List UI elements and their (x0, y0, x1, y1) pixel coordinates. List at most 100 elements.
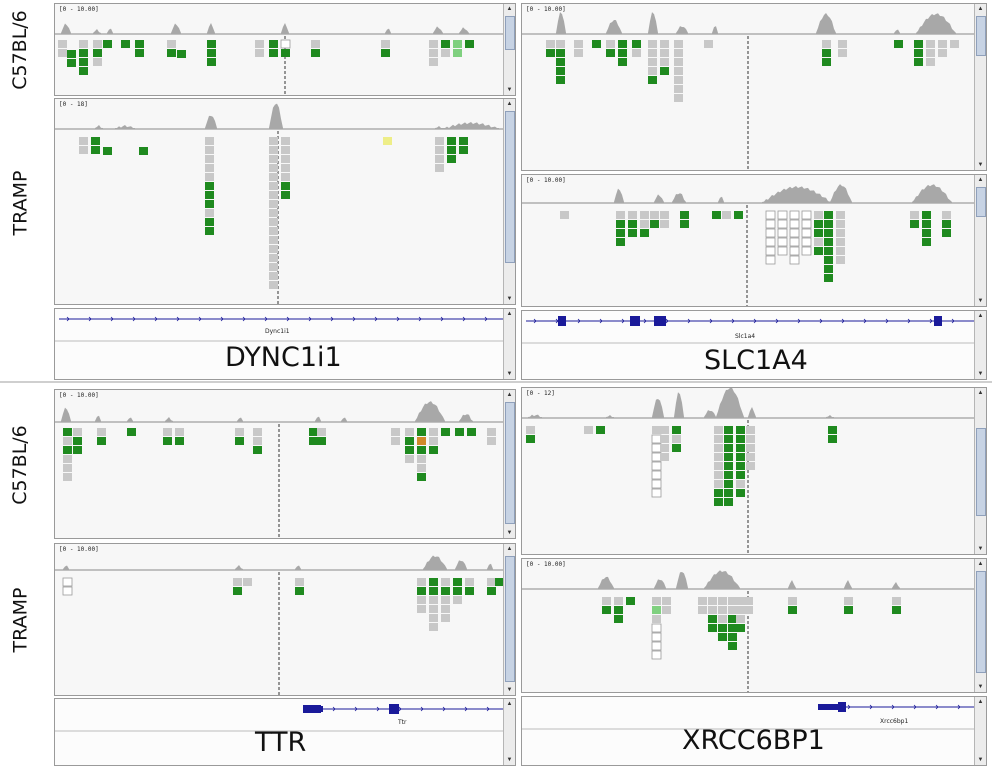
track-panel-dync1i1-c57[interactable]: [0 - 10.00] ▲ ▼ (54, 3, 516, 96)
gene-scrollbar[interactable]: ▲ ▼ (974, 697, 986, 765)
scroll-up-icon[interactable]: ▲ (506, 546, 513, 552)
strand-arrow-icon (819, 318, 823, 324)
scroll-up-icon[interactable]: ▲ (506, 701, 513, 707)
gene-scrollbar[interactable]: ▲ ▼ (503, 699, 515, 765)
read-block (728, 624, 737, 632)
scroll-thumb[interactable] (976, 187, 986, 217)
track-scrollbar[interactable]: ▲ ▼ (974, 388, 986, 554)
scroll-thumb[interactable] (505, 402, 515, 524)
scroll-up-icon[interactable]: ▲ (506, 311, 513, 317)
read-block (714, 426, 723, 434)
read-block (281, 173, 290, 181)
scroll-thumb[interactable] (505, 16, 515, 50)
gene-exon (389, 704, 399, 714)
track-scrollbar[interactable]: ▲ ▼ (974, 559, 986, 692)
read-block (801, 246, 812, 256)
read-block (167, 40, 176, 48)
read-block (556, 67, 565, 75)
scroll-down-icon[interactable]: ▼ (977, 684, 984, 690)
read-block (207, 49, 216, 57)
scroll-up-icon[interactable]: ▲ (977, 390, 984, 396)
read-block (269, 173, 278, 181)
track-scrollbar[interactable]: ▲ ▼ (503, 99, 515, 304)
read-block (435, 155, 444, 163)
scroll-down-icon[interactable]: ▼ (977, 757, 984, 763)
read-block (618, 49, 627, 57)
read-block (429, 446, 438, 454)
read-block (628, 211, 637, 219)
read-block (269, 227, 278, 235)
scroll-up-icon[interactable]: ▲ (506, 392, 513, 398)
track-panel-xrcc6bp1-tramp[interactable]: [0 - 10.00] ▲ ▼ (521, 558, 987, 693)
read-block (465, 587, 474, 595)
strand-arrow-icon (486, 706, 490, 712)
gene-panel-xrcc6bp1[interactable]: Xrcc6bp1 XRCC6BP1 ▲ ▼ (521, 696, 987, 766)
track-panel-ttr-tramp[interactable]: [0 - 10.00] ▲ ▼ (54, 543, 516, 696)
scroll-thumb[interactable] (505, 556, 515, 682)
read-block (652, 615, 661, 623)
scroll-up-icon[interactable]: ▲ (977, 6, 984, 12)
track-panel-slc1a4-c57[interactable]: [0 - 10.00] ▲ ▼ (521, 3, 987, 171)
track-scrollbar[interactable]: ▲ ▼ (974, 4, 986, 170)
track-scrollbar[interactable]: ▲ ▼ (503, 544, 515, 695)
read-block (614, 597, 623, 605)
read-block (429, 614, 438, 622)
scroll-down-icon[interactable]: ▼ (506, 371, 513, 377)
read-block (205, 182, 214, 190)
scroll-thumb[interactable] (505, 111, 515, 263)
read-block (765, 246, 776, 256)
strand-arrow-icon (332, 706, 336, 712)
scroll-thumb[interactable] (976, 16, 986, 56)
read-block (269, 49, 278, 57)
read-block (167, 49, 176, 57)
read-block (405, 455, 414, 463)
scroll-down-icon[interactable]: ▼ (506, 296, 513, 302)
scroll-down-icon[interactable]: ▼ (506, 87, 513, 93)
gene-panel-slc1a4[interactable]: Slc1a4 SLC1A4 ▲ ▼ (521, 310, 987, 380)
scroll-down-icon[interactable]: ▼ (977, 371, 984, 377)
gene-panel-ttr[interactable]: Ttr TTR ▲ ▼ (54, 698, 516, 766)
read-block (175, 437, 184, 445)
read-block (281, 191, 290, 199)
read-block (660, 58, 669, 66)
read-block (163, 428, 172, 436)
track-panel-ttr-c57[interactable]: [0 - 10.00] ▲ ▼ (54, 389, 516, 539)
scroll-down-icon[interactable]: ▼ (977, 546, 984, 552)
gene-panel-dync1i1[interactable]: Dync1i1 DYNC1i1 ▲ ▼ (54, 308, 516, 380)
scroll-thumb[interactable] (976, 428, 986, 516)
read-block (614, 606, 623, 614)
gene-scrollbar[interactable]: ▲ ▼ (503, 309, 515, 379)
read-block (724, 498, 733, 506)
scroll-up-icon[interactable]: ▲ (977, 177, 984, 183)
read-block (79, 137, 88, 145)
read-block (714, 453, 723, 461)
gene-scrollbar[interactable]: ▲ ▼ (974, 311, 986, 379)
scroll-up-icon[interactable]: ▲ (977, 313, 984, 319)
strand-arrow-icon (869, 704, 873, 710)
scroll-down-icon[interactable]: ▼ (506, 757, 513, 763)
gene-exon (818, 704, 840, 710)
track-panel-xrcc6bp1-c57[interactable]: [0 - 12] ▲ ▼ (521, 387, 987, 555)
gene-track-label: Slc1a4 (735, 333, 756, 340)
scroll-down-icon[interactable]: ▼ (977, 162, 984, 168)
read-block (429, 578, 438, 586)
track-scrollbar[interactable]: ▲ ▼ (503, 4, 515, 95)
scroll-up-icon[interactable]: ▲ (506, 6, 513, 12)
scroll-down-icon[interactable]: ▼ (977, 298, 984, 304)
read-block (714, 435, 723, 443)
scroll-up-icon[interactable]: ▲ (506, 101, 513, 107)
track-scrollbar[interactable]: ▲ ▼ (503, 390, 515, 538)
read-block (584, 426, 593, 434)
track-panel-dync1i1-tramp[interactable]: [0 - 18] ▲ ▼ (54, 98, 516, 305)
scroll-down-icon[interactable]: ▼ (506, 687, 513, 693)
gene-track-label: Ttr (398, 719, 407, 726)
coverage-peak (455, 560, 467, 570)
scroll-up-icon[interactable]: ▲ (977, 699, 984, 705)
read-block (914, 49, 923, 57)
scroll-down-icon[interactable]: ▼ (506, 530, 513, 536)
read-block (618, 40, 627, 48)
track-panel-slc1a4-tramp[interactable]: [0 - 10.00] ▲ ▼ (521, 174, 987, 307)
scroll-thumb[interactable] (976, 571, 986, 673)
track-scrollbar[interactable]: ▲ ▼ (974, 175, 986, 306)
scroll-up-icon[interactable]: ▲ (977, 561, 984, 567)
